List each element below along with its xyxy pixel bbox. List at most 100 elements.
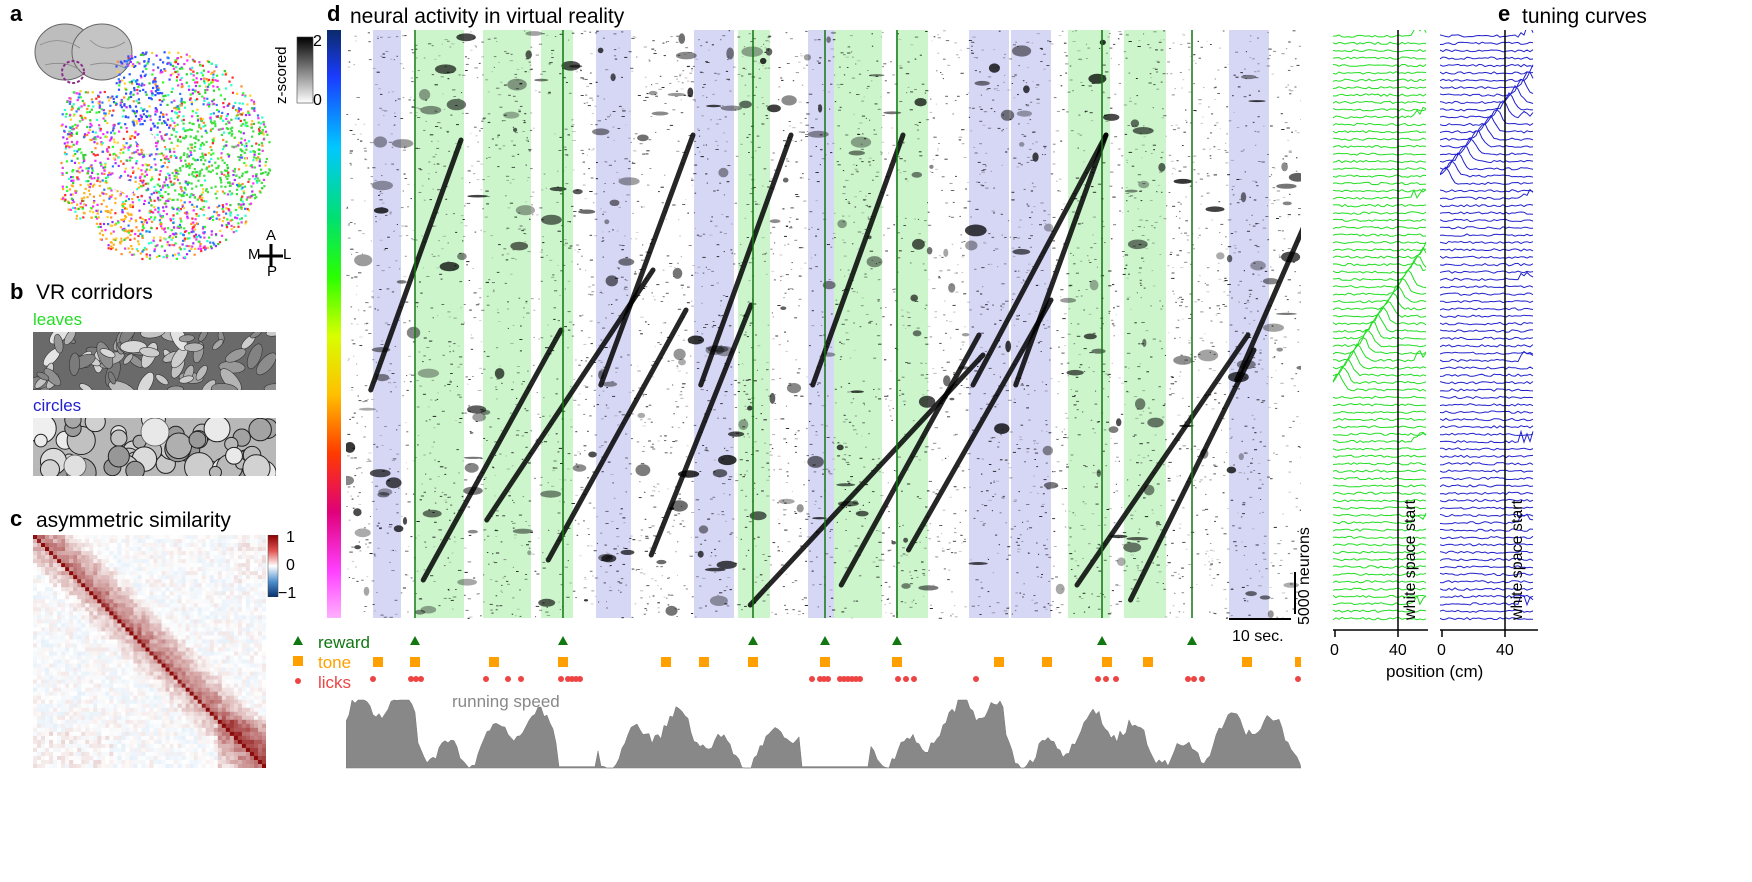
xtick-0-left: 0: [1330, 642, 1339, 659]
tone-event-marker: [1102, 657, 1112, 667]
tone-marker-icon: [293, 656, 303, 666]
lick-event-marker: [1191, 676, 1197, 682]
cell-scatter: [60, 51, 271, 261]
leaves-texture-image: [33, 332, 276, 390]
compass-cross-icon: [259, 244, 283, 266]
white-space-label-left: white space start: [1402, 499, 1419, 620]
leaves-trial-band: [834, 30, 882, 618]
legend-markers: [293, 636, 303, 684]
tone-event-marker: [558, 657, 568, 667]
tone-event-marker: [1242, 657, 1252, 667]
running-speed-label: running speed: [452, 692, 560, 711]
lick-marker-icon: [295, 678, 301, 684]
lick-event-marker: [809, 676, 815, 682]
leaves-trial-band: [896, 30, 928, 618]
tone-event-marker: [661, 657, 671, 667]
reward-event-marker: [1187, 636, 1197, 645]
circles-texture-image: [33, 418, 276, 476]
lick-event-marker: [413, 676, 419, 682]
circles-trial-band: [694, 30, 734, 618]
panel-e-title: tuning curves: [1522, 5, 1647, 28]
lick-event-marker: [1103, 676, 1109, 682]
neuron-order-colorbar: [327, 30, 341, 618]
reward-event-marker: [558, 636, 568, 645]
tone-event-marker: [1143, 657, 1153, 667]
circles-trial-band: [969, 30, 1009, 618]
compass-anterior: A: [266, 227, 277, 244]
tone-event-marker: [994, 657, 1004, 667]
lick-event-marker: [1295, 676, 1301, 682]
lick-event-marker: [895, 676, 901, 682]
lick-event-marker: [505, 676, 511, 682]
tone-event-marker: [489, 657, 499, 667]
time-scale-label: 10 sec.: [1232, 628, 1284, 645]
leaves-trial-band: [541, 30, 573, 618]
leaves-trial-band: [483, 30, 531, 618]
event-markers: [370, 636, 1301, 682]
tone-event-marker: [1295, 657, 1301, 667]
white-space-label-right: white space start: [1509, 499, 1526, 620]
panel-b-title: VR corridors: [36, 281, 153, 304]
neuron-scalebar: [1294, 572, 1296, 614]
colorbar-min: −1: [278, 585, 297, 602]
reward-event-marker: [820, 636, 830, 645]
reward-marker-icon: [293, 636, 303, 645]
panel-d-label: d: [327, 1, 341, 26]
tuning-curves-leaves: [1333, 30, 1427, 630]
compass-lateral: L: [283, 246, 292, 263]
circles-trial-band: [1011, 30, 1051, 618]
tuning-curves-circles: [1440, 30, 1534, 630]
legend-licks: licks: [318, 673, 352, 692]
lick-event-marker: [483, 676, 489, 682]
similarity-matrix: [33, 535, 266, 768]
lick-event-marker: [1185, 676, 1191, 682]
reward-event-marker: [410, 636, 420, 645]
xtick-40-left: 40: [1389, 642, 1407, 659]
lick-event-marker: [825, 676, 831, 682]
lick-event-marker: [1113, 676, 1119, 682]
zscore-label: z-scored: [273, 46, 290, 104]
lick-event-marker: [577, 676, 583, 682]
lick-event-marker: [1199, 676, 1205, 682]
corridor-leaves-label: leaves: [33, 310, 83, 329]
reward-event-marker: [1097, 636, 1107, 645]
lick-event-marker: [973, 676, 979, 682]
running-speed-trace: [346, 699, 1301, 769]
panel-b-label: b: [10, 279, 24, 304]
panel-c-title: asymmetric similarity: [36, 509, 231, 532]
panel-a-label: a: [10, 1, 23, 26]
corridor-circles-label: circles: [33, 396, 82, 415]
similarity-colorbar: [267, 535, 279, 597]
lick-event-marker: [558, 676, 564, 682]
lick-event-marker: [408, 676, 414, 682]
tone-event-marker: [373, 657, 383, 667]
brain-icon: [34, 23, 133, 84]
tone-event-marker: [1042, 657, 1052, 667]
colorbar-mid: 0: [286, 557, 295, 574]
tone-event-marker: [748, 657, 758, 667]
panel-c-label: c: [10, 506, 23, 531]
reward-event-marker: [748, 636, 758, 645]
brain-cell-map: [34, 23, 271, 261]
panel-e-label: e: [1498, 1, 1511, 26]
lick-event-marker: [518, 676, 524, 682]
zscore-max: 2: [313, 33, 322, 50]
lick-event-marker: [911, 676, 917, 682]
tone-event-marker: [410, 657, 420, 667]
lick-event-marker: [857, 676, 863, 682]
xtick-0-right: 0: [1437, 642, 1446, 659]
reward-event-marker: [892, 636, 902, 645]
tone-event-marker: [892, 657, 902, 667]
neuron-scale-label: 5000 neurons: [1296, 527, 1313, 625]
tone-event-marker: [820, 657, 830, 667]
time-scalebar: [1229, 618, 1291, 620]
lick-event-marker: [903, 676, 909, 682]
zscore-colorbar: [296, 36, 314, 104]
lick-event-marker: [1095, 676, 1101, 682]
compass-posterior: P: [267, 263, 278, 280]
leaves-trial-band: [1124, 30, 1166, 618]
panel-d-title: neural activity in virtual reality: [350, 5, 625, 28]
zscore-min: 0: [313, 92, 322, 109]
tuning-axes: [1333, 629, 1538, 637]
compass-medial: M: [248, 246, 261, 263]
